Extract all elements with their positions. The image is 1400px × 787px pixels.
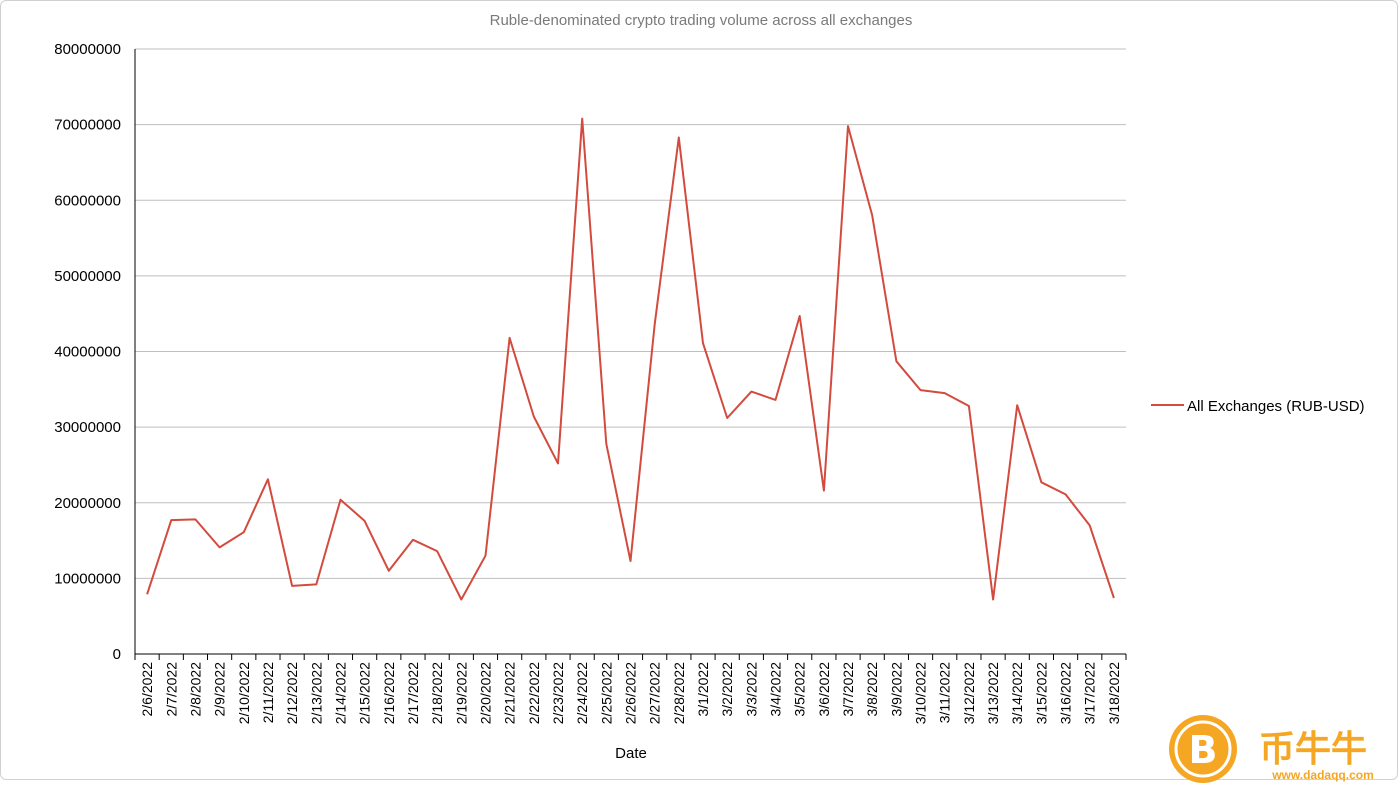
grid-lines xyxy=(135,49,1126,578)
x-tick-label: 2/18/2022 xyxy=(429,662,445,724)
y-tick-label: 30000000 xyxy=(54,419,121,436)
x-tick-label: 2/21/2022 xyxy=(502,662,518,724)
x-axis-label: Date xyxy=(615,745,647,762)
x-tick-label: 2/25/2022 xyxy=(598,662,614,724)
x-tick-label: 3/9/2022 xyxy=(888,662,904,717)
x-tick-label: 2/15/2022 xyxy=(357,662,373,724)
x-tick-label: 2/7/2022 xyxy=(163,662,179,717)
x-tick-label: 2/13/2022 xyxy=(308,662,324,724)
x-tick-label: 2/17/2022 xyxy=(405,662,421,724)
x-tick-label: 3/16/2022 xyxy=(1058,662,1074,724)
x-tick-label: 2/9/2022 xyxy=(212,662,228,717)
watermark-brand-text: 币牛牛 xyxy=(1259,729,1367,770)
y-axis-ticks: 0 10000000 20000000 30000000 40000000 5000000… xyxy=(54,41,121,663)
y-tick-label: 20000000 xyxy=(54,495,121,512)
x-tick-label: 2/14/2022 xyxy=(332,662,348,724)
x-tick-label: 3/6/2022 xyxy=(816,662,832,717)
y-tick-label: 70000000 xyxy=(54,117,121,134)
x-tick-label: 3/4/2022 xyxy=(768,662,784,717)
x-tick-label: 3/10/2022 xyxy=(913,662,929,724)
x-tick-label: 2/8/2022 xyxy=(187,662,203,717)
x-tick-label: 3/14/2022 xyxy=(1009,662,1025,724)
x-axis-ticks: 2/6/2022 2/7/2022 2/8/2022 2/9/2022 2/10/202… xyxy=(135,654,1126,724)
y-tick-label: 60000000 xyxy=(54,192,121,209)
x-tick-label: 2/20/2022 xyxy=(477,662,493,724)
x-tick-label: 3/3/2022 xyxy=(743,662,759,717)
series-line-0 xyxy=(147,119,1114,600)
x-tick-label: 3/11/2022 xyxy=(937,662,953,723)
legend-label: All Exchanges (RUB-USD) xyxy=(1187,398,1365,415)
y-tick-label: 0 xyxy=(113,646,121,663)
x-tick-label: 3/12/2022 xyxy=(961,662,977,724)
x-tick-label: 3/2/2022 xyxy=(719,662,735,717)
x-tick-label: 3/13/2022 xyxy=(985,662,1001,724)
x-tick-label: 2/11/2022 xyxy=(260,662,276,723)
x-tick-label: 2/12/2022 xyxy=(284,662,300,724)
x-tick-label: 3/18/2022 xyxy=(1106,662,1122,724)
y-tick-label: 80000000 xyxy=(54,41,121,58)
x-tick-label: 3/17/2022 xyxy=(1082,662,1098,724)
x-tick-label: 3/7/2022 xyxy=(840,662,856,717)
y-tick-label: 10000000 xyxy=(54,570,121,587)
watermark: B 币牛牛 www.dadaqq.com xyxy=(1169,715,1374,783)
x-tick-label: 2/28/2022 xyxy=(671,662,687,724)
y-tick-label: 40000000 xyxy=(54,344,121,361)
chart-title: Ruble-denominated crypto trading volume … xyxy=(490,12,913,29)
x-tick-label: 2/10/2022 xyxy=(236,662,252,724)
x-tick-label: 2/19/2022 xyxy=(453,662,469,724)
y-tick-label: 50000000 xyxy=(54,268,121,285)
x-tick-label: 3/15/2022 xyxy=(1033,662,1049,724)
watermark-url-text: www.dadaqq.com xyxy=(1271,768,1374,782)
legend: All Exchanges (RUB-USD) xyxy=(1151,398,1365,415)
x-tick-label: 2/23/2022 xyxy=(550,662,566,724)
x-tick-label: 3/1/2022 xyxy=(695,662,711,717)
x-tick-label: 2/24/2022 xyxy=(574,662,590,724)
x-tick-label: 2/16/2022 xyxy=(381,662,397,724)
bitcoin-logo-symbol: B xyxy=(1189,728,1218,772)
x-tick-label: 2/22/2022 xyxy=(526,662,542,724)
x-tick-label: 2/27/2022 xyxy=(647,662,663,724)
x-tick-label: 2/26/2022 xyxy=(623,662,639,724)
x-tick-label: 3/8/2022 xyxy=(864,662,880,717)
series-group xyxy=(147,119,1114,600)
x-tick-label: 3/5/2022 xyxy=(792,662,808,717)
x-tick-label: 2/6/2022 xyxy=(139,662,155,717)
